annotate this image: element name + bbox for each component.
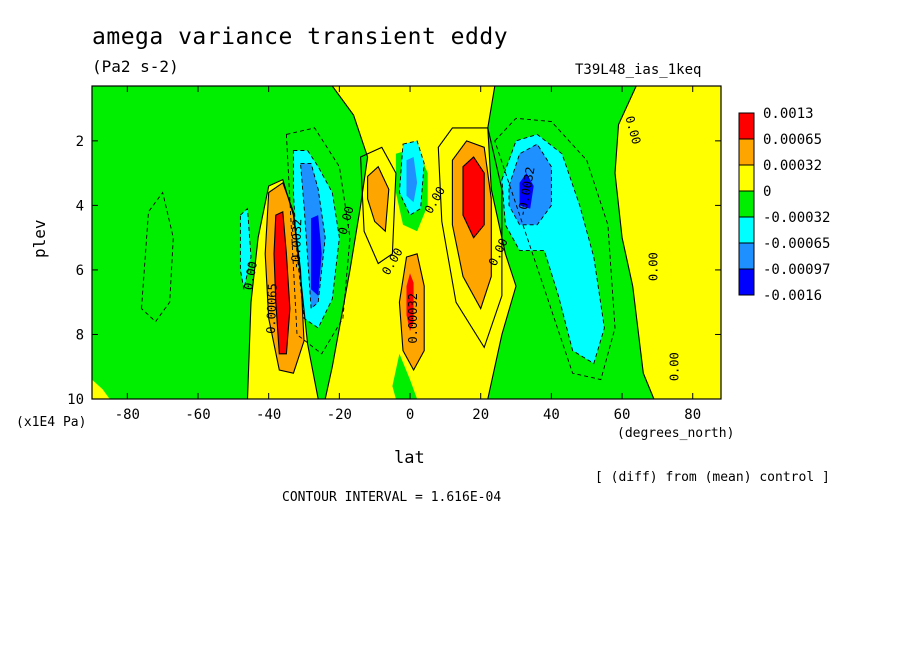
colorbar-swatch-2	[738, 164, 755, 192]
red-right-max	[463, 157, 485, 238]
chart-title: amega variance transient eddy	[92, 24, 509, 50]
contour-dashed-1	[300, 162, 326, 310]
y-tick-label-6: 6	[76, 263, 84, 279]
y-tick-label-4: 4	[76, 198, 84, 214]
x-tick-label-80: 80	[684, 407, 701, 423]
x-tick-label--60: -60	[185, 407, 210, 423]
x-tick-label--80: -80	[115, 407, 140, 423]
darkblue-right-min	[519, 173, 534, 209]
contour-zero-2	[614, 86, 655, 399]
contour-label-4: 0.00	[646, 252, 660, 281]
contour-label-9: 0.00065	[264, 283, 280, 334]
x-tick-label-40: 40	[543, 407, 560, 423]
red-left-max	[274, 211, 290, 354]
x-tick-label--20: -20	[327, 407, 352, 423]
colorbar-label-3: 0	[763, 184, 771, 200]
x-tick-label--40: -40	[256, 407, 281, 423]
contour-zero-3	[246, 178, 319, 399]
x-tick-label-60: 60	[614, 407, 631, 423]
colorbar-label-2: 0.00032	[763, 158, 822, 174]
colorbar-swatch-1	[738, 138, 755, 166]
colorbar-label-0: 0.0013	[763, 106, 814, 122]
diff-note: [ (diff) from (mean) control ]	[595, 470, 830, 485]
contour-solid-4	[398, 253, 425, 372]
colorbar-swatch-3	[738, 190, 755, 218]
green-center-gap	[392, 353, 418, 399]
contour-label-10: 0.00032	[406, 293, 420, 344]
y-axis-multiplier: (x1E4 Pa)	[16, 415, 87, 430]
blue-center-min	[406, 157, 418, 203]
colorbar-label-6: -0.00097	[763, 262, 830, 278]
contour-dashed-2	[398, 140, 425, 216]
x-tick-label-0: 0	[406, 407, 414, 423]
colorbar-swatch-6	[738, 268, 755, 296]
colorbar-label-7: -0.0016	[763, 288, 822, 304]
contour-solid-6	[360, 146, 397, 265]
contour-dashed-6	[494, 117, 616, 381]
contour-dashed-0	[292, 150, 340, 329]
darkblue-left-min	[311, 215, 322, 296]
contour-dashed-8	[239, 207, 252, 290]
y-tick-label-2: 2	[76, 134, 84, 150]
contour-label-6: 0.00	[241, 260, 260, 291]
x-axis-label: lat	[394, 448, 425, 468]
cyan-far-left	[240, 208, 251, 290]
contour-solid-1	[273, 210, 291, 355]
red-center-low	[406, 273, 414, 332]
contour-dashed-4	[508, 143, 552, 226]
chart-units: (Pa2 s-2)	[92, 57, 179, 76]
run-id-label: T39L48_ias_1keq	[575, 62, 702, 78]
contour-interval-label: CONTOUR INTERVAL = 1.616E-04	[282, 490, 502, 505]
contour-zero-1	[487, 86, 517, 399]
contour-solid-2	[451, 140, 492, 310]
x-tick-label-20: 20	[472, 407, 489, 423]
contour-label-7: -0.0032	[289, 218, 305, 269]
yellow-right-column	[615, 86, 721, 399]
yellow-bottom-left	[92, 379, 110, 399]
contour-label-5: 0.00	[668, 352, 682, 381]
y-tick-label-10: 10	[67, 392, 84, 408]
contour-solid-3	[462, 156, 485, 239]
colorbar-label-1: 0.00065	[763, 132, 822, 148]
plot-frame	[91, 85, 722, 400]
colorbar-label-5: -0.00065	[763, 236, 830, 252]
colorbar-swatch-4	[738, 216, 755, 244]
contour-solid-7	[437, 127, 503, 349]
colorbar-swatch-0	[738, 112, 755, 140]
contour-solid-5	[367, 165, 390, 233]
y-tick-label-8: 8	[76, 327, 84, 343]
x-axis-units: (degrees_north)	[617, 426, 735, 441]
colorbar-swatch-5	[738, 242, 755, 270]
colorbar-label-4: -0.00032	[763, 210, 830, 226]
contour-zero-0	[324, 86, 369, 399]
contour-dashed-5	[285, 127, 351, 355]
